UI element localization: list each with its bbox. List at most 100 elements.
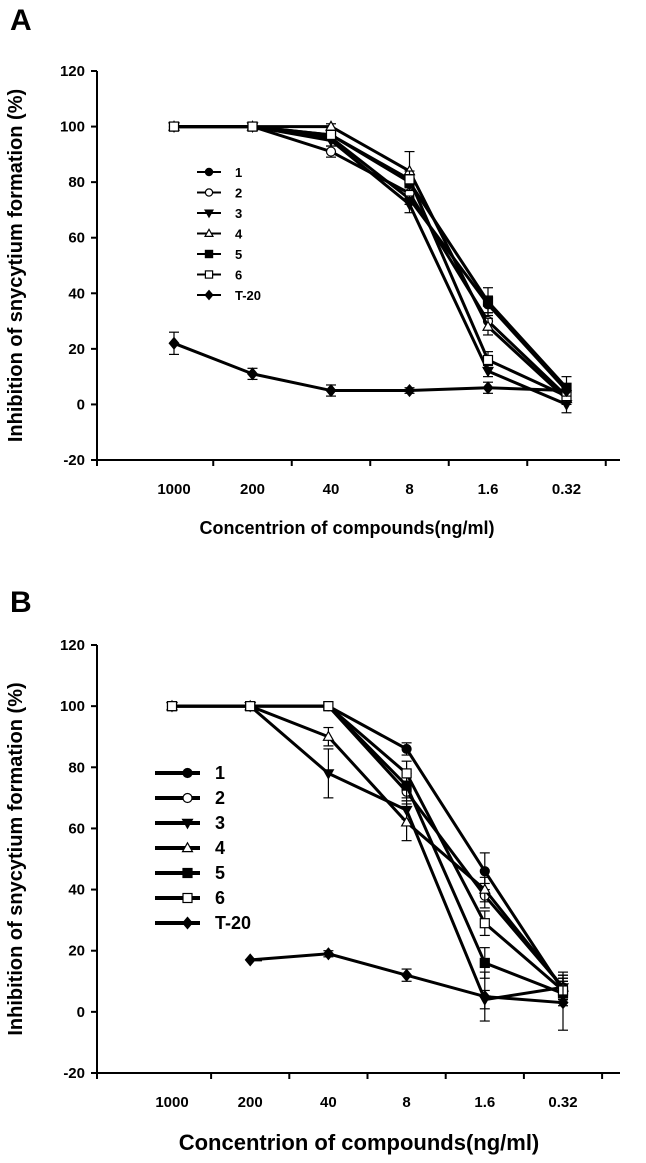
panel-b-series-T-20-point [244, 953, 256, 967]
panel-a-series-T-20-point [325, 383, 337, 398]
panel-b-legend-marker-6 [182, 892, 193, 904]
panel-b-y-tick-label: 0 [77, 1004, 85, 1021]
panel-b-y-tick-label: 120 [60, 637, 85, 654]
panel-b-legend-marker-1 [182, 767, 193, 779]
panel-a-y-tick-label: 120 [60, 63, 85, 80]
panel-b-legend-marker-3 [181, 818, 194, 830]
panel-a-series-6-line [174, 125, 568, 398]
panel-b-y-tick-label: 40 [68, 882, 85, 899]
panel-b-series-1-point [401, 743, 412, 755]
panel-b-series-T-20-point [479, 990, 491, 1004]
panel-a-series-1-line [174, 125, 568, 392]
panel-a-x-tick-label: 200 [240, 481, 265, 498]
panel-b-legend-label-3: 3 [215, 813, 225, 833]
panel-a-series-6-point [168, 121, 180, 132]
panel-b-legend-marker-5 [182, 867, 193, 879]
panel-b-series-4-point [478, 883, 491, 894]
panel-a-legend-label-4: 4 [235, 227, 243, 242]
panel-a-series-T-20-point [246, 367, 259, 381]
panel-a-legend-marker-1 [204, 167, 214, 177]
panel-b-series-T-20-point [557, 996, 569, 1010]
panel-b-y-axis-title: Inhibition of snycytium formation (%) [5, 682, 27, 1035]
panel-b-x-tick-label: 40 [320, 1094, 337, 1111]
panel-a-legend-marker-5 [204, 249, 214, 259]
panel-a-x-tick-label: 40 [323, 481, 340, 498]
panel-a-series-6-point [247, 121, 258, 132]
panel-a-x-axis-title: Concentrion of compounds(ng/ml) [200, 518, 495, 538]
panel-b-legend-marker-2 [182, 792, 193, 804]
panel-a-legend-label-T-20: T-20 [235, 288, 261, 303]
panel-b-x-axis-title: Concentrion of compounds(ng/ml) [179, 1130, 540, 1155]
panel-a-legend-label-2: 2 [235, 186, 242, 201]
panel-b-series-T-20 [244, 947, 569, 1031]
panel-a-x-tick-label: 1.6 [478, 481, 499, 498]
panel-b-series-4-point [322, 730, 335, 741]
panel-a-y-axis-title: Inhibition of snycytium formation (%) [5, 89, 27, 442]
panel-b-y-tick-label: 20 [68, 943, 85, 960]
panel-b-legend-marker-4 [181, 841, 194, 853]
panel-a-x-tick-label: 1000 [157, 481, 190, 498]
panel-b-x-tick-label: 1.6 [474, 1094, 495, 1111]
panel-a-series-3-point [403, 200, 416, 211]
panel-a-series-T-20-line [173, 341, 567, 393]
panel-b-series-5-point [479, 957, 490, 969]
panel-a-y-tick-label: 0 [77, 396, 85, 413]
panel-a-y-tick-label: 60 [68, 230, 85, 247]
panel-a-series-5-point [482, 296, 494, 307]
panel-b-x-tick-label: 8 [402, 1094, 410, 1111]
panel-a-series-6 [168, 121, 572, 403]
panel-a-y-tick-label: 80 [68, 174, 85, 191]
panel-b-legend-label-5: 5 [215, 863, 225, 883]
panel-a-legend-marker-3 [204, 209, 214, 219]
panel-b-chart: -20 0 20 40 60 80 100 120 1000 200 40 8 1.6 0.32 Conce… [5, 637, 620, 1155]
panel-b-series-5 [166, 701, 569, 1007]
panel-b-x-tick-label: 200 [238, 1094, 263, 1111]
panel-b-series-2-line [172, 704, 565, 989]
panel-a-y-tick-label: 100 [60, 119, 85, 136]
panel-a-series-T-20-point [168, 336, 180, 350]
panel-b-series-6-point [401, 768, 412, 779]
panel-a-series-4-point [482, 320, 494, 331]
panel-a-series-2-point [325, 146, 337, 157]
panel-b-series-4-point [400, 815, 413, 827]
panel-a-y-tick-label: 20 [68, 341, 85, 358]
panel-a-series-4 [168, 120, 573, 406]
panel-a-legend-marker-6 [204, 270, 214, 279]
panel-b-legend-marker-T-20 [181, 916, 194, 930]
panel-b-legend: 1 2 3 4 5 6 T-20 [155, 763, 251, 933]
panel-b-series-1-point [479, 866, 490, 877]
panel-a-series-T-20-point [403, 383, 416, 398]
panel-b-x-tick-label: 1000 [155, 1094, 188, 1111]
panel-a-series-6-point [325, 129, 337, 141]
panel-a-x-tick-label: 0.32 [552, 481, 581, 498]
panel-b-series-6-point [323, 701, 334, 712]
panel-a-x-tick-label: 8 [405, 481, 413, 498]
panel-a-y-tick-label: -20 [63, 452, 85, 469]
panel-b-legend-label-4: 4 [215, 838, 225, 858]
panel-b-series-6-point [245, 701, 256, 712]
panel-b-y-tick-label: -20 [63, 1065, 85, 1082]
panel-b-legend-label-6: 6 [215, 888, 225, 908]
panel-a-y-tick-label: 40 [68, 285, 85, 302]
panel-b-series-6-point [479, 918, 490, 929]
panel-a-legend-label-6: 6 [235, 268, 242, 283]
panel-a-series-6-point [404, 174, 415, 185]
panel-b-x-tick-label: 0.32 [548, 1094, 577, 1111]
panel-a-chart: -20 0 20 40 60 80 100 120 1000 200 40 8 1.6 0.32 Conce… [5, 63, 620, 538]
panel-b-letter: B [10, 586, 32, 619]
panel-a-letter: A [10, 4, 32, 37]
panel-a-legend-marker-4 [204, 228, 214, 237]
panel-b-series-3-point [322, 769, 335, 780]
panel-a-series-2 [168, 121, 572, 403]
panel-b-series-6-point [166, 701, 178, 712]
panel-a-series-T-20-point [560, 383, 573, 398]
panel-a-series-6-point [482, 354, 494, 366]
panel-a-series-5-line [174, 125, 568, 389]
panel-a-legend: 1 2 3 4 5 6 T-20 [197, 165, 261, 303]
panel-b-series-6-line [172, 704, 564, 992]
panel-a-legend-label-3: 3 [235, 206, 242, 221]
panel-b-y-tick-label: 80 [68, 759, 85, 776]
panel-a-series-T-20-point [482, 381, 494, 395]
panel-a-series-T-20 [168, 331, 573, 398]
